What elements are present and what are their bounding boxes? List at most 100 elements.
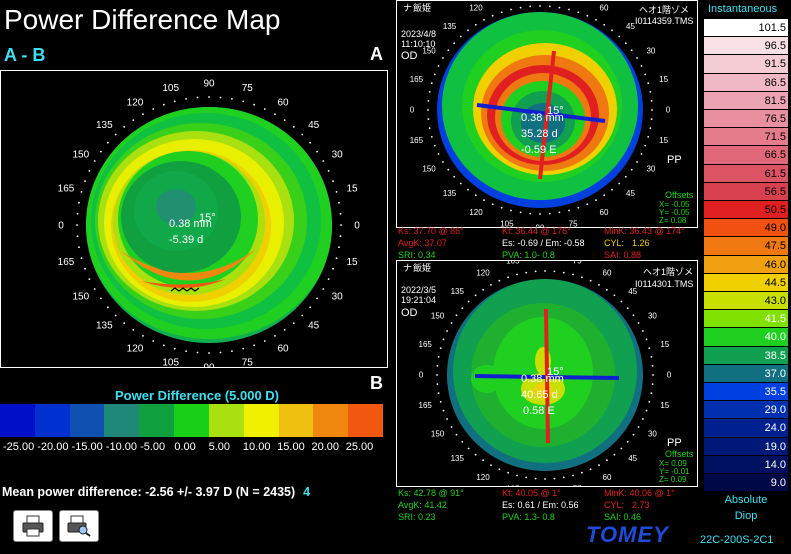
dial-tick [447, 49, 450, 52]
dial-tick [93, 288, 96, 290]
dial-tick [539, 213, 541, 215]
colorbar-value: 61.5 [764, 167, 786, 180]
dial-tick [568, 8, 570, 11]
scale-label: -20.00 [37, 441, 69, 453]
dial-angle-label: 75 [573, 261, 582, 266]
colorbar-row: 43.0 [704, 292, 788, 311]
mean-extra-value: 4 [303, 485, 311, 499]
dial-angle-label: 60 [600, 208, 609, 217]
dial-tick [581, 471, 583, 474]
colorbar-units: Absolute Diop [704, 492, 788, 524]
dial-tick [253, 103, 256, 106]
dial-angle-label: 150 [422, 165, 436, 174]
dial-angle-label: 90 [541, 261, 550, 262]
dial-tick [339, 235, 342, 238]
dial-angle-label: 165 [410, 75, 424, 84]
main-center-distance: 0.38 mm [169, 218, 212, 230]
map-b-cyl: CYL: [604, 500, 625, 510]
dial-angle-label: 45 [626, 189, 635, 198]
dial-angle-label: 45 [308, 120, 320, 131]
dial-tick [309, 306, 311, 309]
dial-angle-label: 75 [573, 485, 582, 486]
dial-angle-label: 15 [346, 257, 358, 268]
colorbar-value: 81.5 [764, 94, 786, 107]
colorbar-row: 47.5 [704, 237, 788, 256]
scale-swatch [208, 404, 244, 437]
colorbar-row: 35.5 [704, 383, 788, 402]
dial-tick [88, 278, 91, 280]
print-button[interactable] [13, 510, 53, 542]
map-a-offset-x: X= -0.05 [659, 200, 690, 209]
dial-tick [649, 127, 652, 129]
difference-map-panel[interactable]: 0 15 30 45 60 75 90 105 120 135 150 165 0 165 150 135 12… [0, 70, 388, 373]
dial-tick [632, 314, 635, 317]
dial-tick [650, 392, 653, 394]
dial-tick [439, 401, 442, 403]
dial-tick [196, 351, 199, 354]
dial-angle-label: 30 [646, 165, 655, 174]
dial-tick [474, 294, 477, 297]
colorbar-row: 40.0 [704, 328, 788, 347]
colorbar-value: 29.0 [764, 404, 786, 417]
colorbar-row: 76.5 [704, 110, 788, 129]
dial-tick [626, 440, 629, 443]
colorbar-value: 49.0 [764, 222, 786, 235]
dial-tick [606, 459, 608, 462]
colorbar-value: 86.5 [764, 76, 786, 89]
dial-tick [88, 170, 91, 172]
dial-tick [163, 344, 165, 347]
dial-tick [645, 409, 648, 412]
dial-tick [231, 350, 233, 352]
scale-swatch [139, 404, 175, 437]
colorbar-swatch: 19.0 [704, 437, 788, 456]
dial-angle-label: 105 [162, 83, 179, 94]
dial-tick [562, 271, 565, 274]
dial-tick [100, 150, 102, 153]
map-b-es: Es: 0.61 / Em: 0.56 [502, 500, 579, 510]
map-b-eye: OD [401, 307, 418, 319]
map-a: 0153045607590105120135150165016515013512… [401, 0, 694, 233]
print-preview-button[interactable] [59, 510, 99, 542]
colorbar-value: 71.5 [764, 131, 786, 144]
map-b-panel[interactable]: 0 15 30 45 60 75 90 105 120 135 150 165 0 165 150 135 12… [396, 253, 698, 498]
colorbar-swatch: 49.0 [704, 219, 788, 238]
dial-tick [467, 29, 469, 32]
dial-tick [498, 468, 501, 471]
dial-tick [185, 98, 188, 100]
dial-tick [142, 113, 144, 115]
dial-tick [446, 418, 448, 420]
page-title: Power Difference Map [4, 4, 281, 35]
dial-angle-label: 120 [476, 473, 490, 482]
dial-angle-label: 135 [443, 189, 457, 198]
dial-tick [76, 224, 78, 226]
dial-angle-label: 90 [203, 78, 215, 89]
colorbar-row: 96.5 [704, 37, 788, 56]
dial-angle-label: 0 [354, 220, 360, 231]
dial-tick [173, 347, 176, 350]
colorbar-row: 14.0 [704, 455, 788, 474]
dial-tick [436, 374, 438, 376]
dial-tick [490, 284, 492, 286]
colorbar-value: 24.0 [764, 422, 786, 435]
scale-swatch [0, 404, 35, 437]
dial-tick [163, 103, 165, 106]
dial-tick [132, 329, 135, 331]
dial-angle-label: 165 [410, 136, 424, 145]
scale-swatch [313, 404, 349, 437]
dial-tick [274, 335, 276, 337]
colorbar-swatch: 37.0 [704, 364, 788, 383]
dial-tick [437, 153, 440, 155]
map-a-center-distance: 0.38 mm [521, 112, 564, 124]
map-b-sri: SRI: 0.23 [398, 512, 436, 522]
dial-tick [650, 356, 653, 358]
dial-tick [649, 91, 652, 93]
scale-label: -25.00 [3, 441, 35, 453]
dial-angle-label: 105 [506, 261, 520, 266]
map-a-sri: SRI: 0.34 [398, 250, 436, 260]
dial-tick [76, 235, 79, 238]
dial-tick [620, 300, 623, 303]
dial-tick [430, 82, 433, 84]
map-a-panel[interactable]: 0153045607590105120135150165016515013512… [396, 0, 698, 233]
dial-tick [483, 199, 485, 202]
main-tick-marks [76, 96, 342, 354]
